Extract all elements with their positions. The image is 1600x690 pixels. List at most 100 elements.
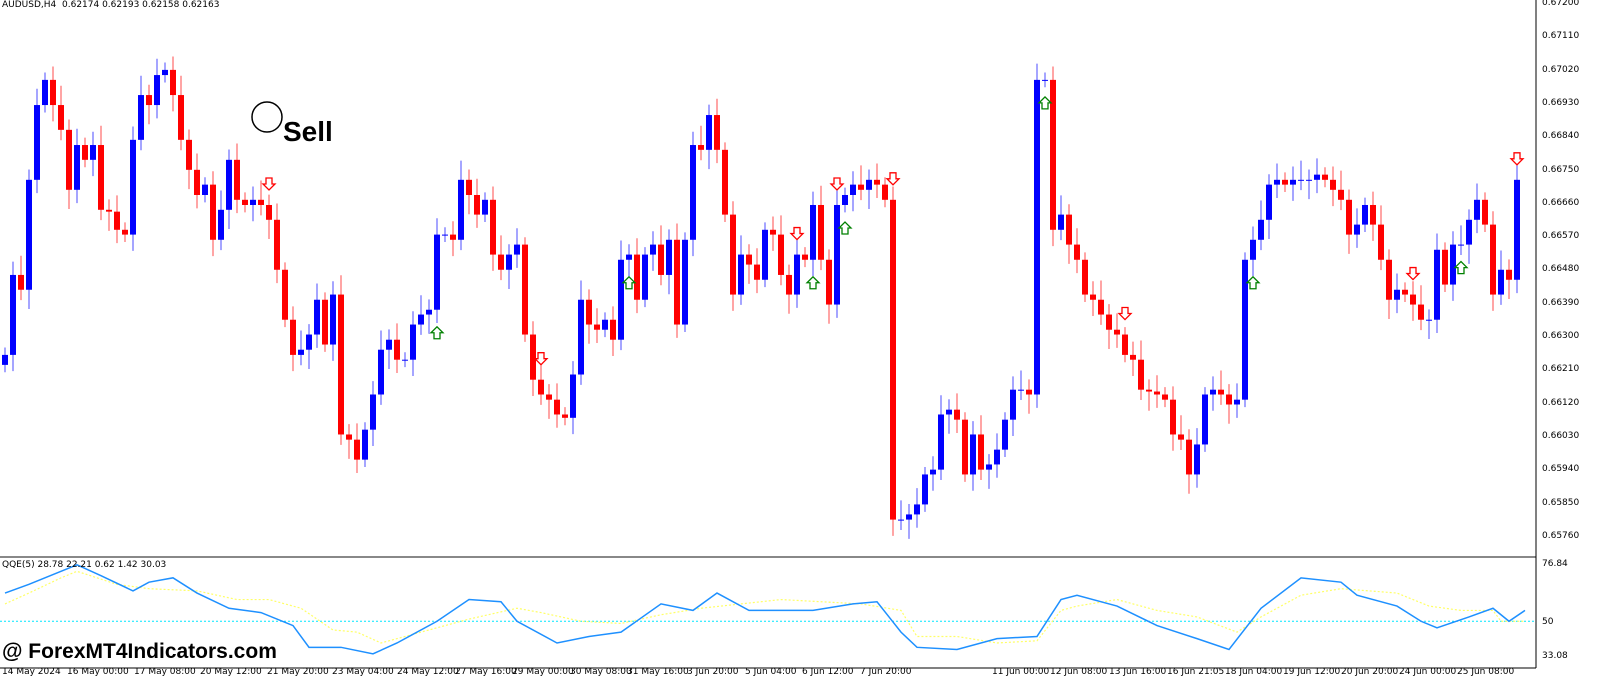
candle-body	[450, 234, 456, 240]
candle-body	[842, 194, 848, 205]
candle-body	[138, 95, 144, 140]
candle-body	[714, 115, 720, 150]
candle-body	[1082, 259, 1088, 295]
candle-body	[1298, 179, 1304, 181]
candle-body	[794, 254, 800, 295]
time-tick-label: 18 Jun 04:00	[1225, 667, 1283, 677]
time-tick-label: 13 Jun 16:00	[1109, 667, 1167, 677]
candle-body	[50, 79, 56, 106]
candle-body	[906, 514, 912, 520]
candle-body	[1514, 179, 1520, 280]
price-tick-label: 0.66750	[1542, 164, 1580, 175]
candle-body	[314, 299, 320, 335]
candle-body	[570, 374, 576, 418]
candle-body	[410, 324, 416, 360]
candle-body	[1114, 329, 1120, 335]
candle-body	[466, 179, 472, 195]
candle-body	[1450, 244, 1456, 285]
candle-body	[1034, 79, 1040, 395]
candle-body	[194, 169, 200, 195]
candle-body	[602, 319, 608, 330]
candle-body	[1474, 199, 1480, 220]
candle-body	[1138, 359, 1144, 390]
candle-body	[818, 204, 824, 260]
candle-body	[1458, 244, 1464, 246]
candle-body	[210, 184, 216, 240]
candle-body	[1242, 259, 1248, 400]
candle-body	[762, 229, 768, 280]
candle-body	[66, 129, 72, 190]
candle-body	[994, 449, 1000, 465]
time-tick-label: 3 Jun 20:00	[687, 667, 739, 677]
candle-body	[650, 244, 656, 255]
candle-body	[482, 199, 488, 215]
candle-body	[1402, 289, 1408, 295]
candle-body	[522, 244, 528, 335]
candle-body	[1418, 304, 1424, 320]
time-tick-label: 20 Jun 20:00	[1341, 667, 1399, 677]
candle-body	[1442, 249, 1448, 285]
time-tick-label: 20 May 12:00	[200, 667, 262, 677]
candle-body	[234, 159, 240, 200]
candle-body	[242, 199, 248, 205]
candle-body	[218, 209, 224, 240]
candle-body	[258, 199, 264, 205]
candle-body	[1266, 184, 1272, 220]
candle-body	[354, 439, 360, 460]
candle-body	[170, 69, 176, 96]
price-tick-label: 0.66120	[1542, 397, 1580, 408]
candle-body	[490, 199, 496, 255]
candle-body	[626, 254, 632, 260]
candle-body	[706, 115, 712, 150]
candle-body	[1042, 79, 1048, 81]
candle-body	[1098, 299, 1104, 315]
candle-body	[322, 299, 328, 345]
indicator-tick-label: 50	[1542, 617, 1554, 627]
candle-body	[1050, 79, 1056, 230]
candle-body	[586, 299, 592, 325]
candle-body	[930, 469, 936, 475]
time-tick-label: 25 Jun 08:00	[1457, 667, 1515, 677]
price-tick-label: 0.67020	[1542, 64, 1580, 75]
candle-body	[1354, 224, 1360, 235]
candle-body	[746, 254, 752, 265]
indicator-tick-label: 33.08	[1542, 651, 1568, 661]
time-tick-label: 16 May 00:00	[67, 667, 129, 677]
candle-body	[90, 145, 96, 160]
time-tick-label: 12 Jun 08:00	[1050, 667, 1108, 677]
time-tick-label: 21 May 20:00	[267, 667, 329, 677]
candle-body	[810, 204, 816, 260]
qqe-indicator	[0, 564, 1536, 655]
time-tick-label: 16 Jun 21:05	[1167, 667, 1225, 677]
candle-body	[1426, 319, 1432, 321]
candle-body	[1202, 394, 1208, 445]
candle-body	[1122, 334, 1128, 355]
price-tick-label: 0.66390	[1542, 297, 1580, 308]
candle-body	[1010, 389, 1016, 420]
candle-body	[1370, 204, 1376, 225]
candle-body	[274, 219, 280, 270]
candle-body	[1074, 244, 1080, 260]
sell-arrow-icon	[885, 172, 901, 186]
candle-body	[290, 319, 296, 355]
signal-arrows	[263, 97, 1525, 366]
candle-body	[658, 244, 664, 275]
candle-body	[954, 409, 960, 420]
candle-body	[1026, 389, 1032, 395]
candle-body	[362, 429, 368, 460]
candle-body	[514, 244, 520, 255]
candle-body	[426, 309, 432, 315]
candle-body	[578, 299, 584, 375]
candle-body	[1178, 434, 1184, 440]
candle-body	[1498, 269, 1504, 295]
candle-body	[666, 239, 672, 275]
time-tick-label: 27 May 16:00	[455, 667, 517, 677]
candle-body	[114, 211, 120, 230]
sell-arrow-icon	[789, 226, 805, 241]
candle-body	[498, 254, 504, 270]
candle-body	[874, 179, 880, 185]
candle-body	[1106, 314, 1112, 330]
price-tick-label: 0.66300	[1542, 331, 1580, 341]
candle-body	[266, 204, 272, 220]
